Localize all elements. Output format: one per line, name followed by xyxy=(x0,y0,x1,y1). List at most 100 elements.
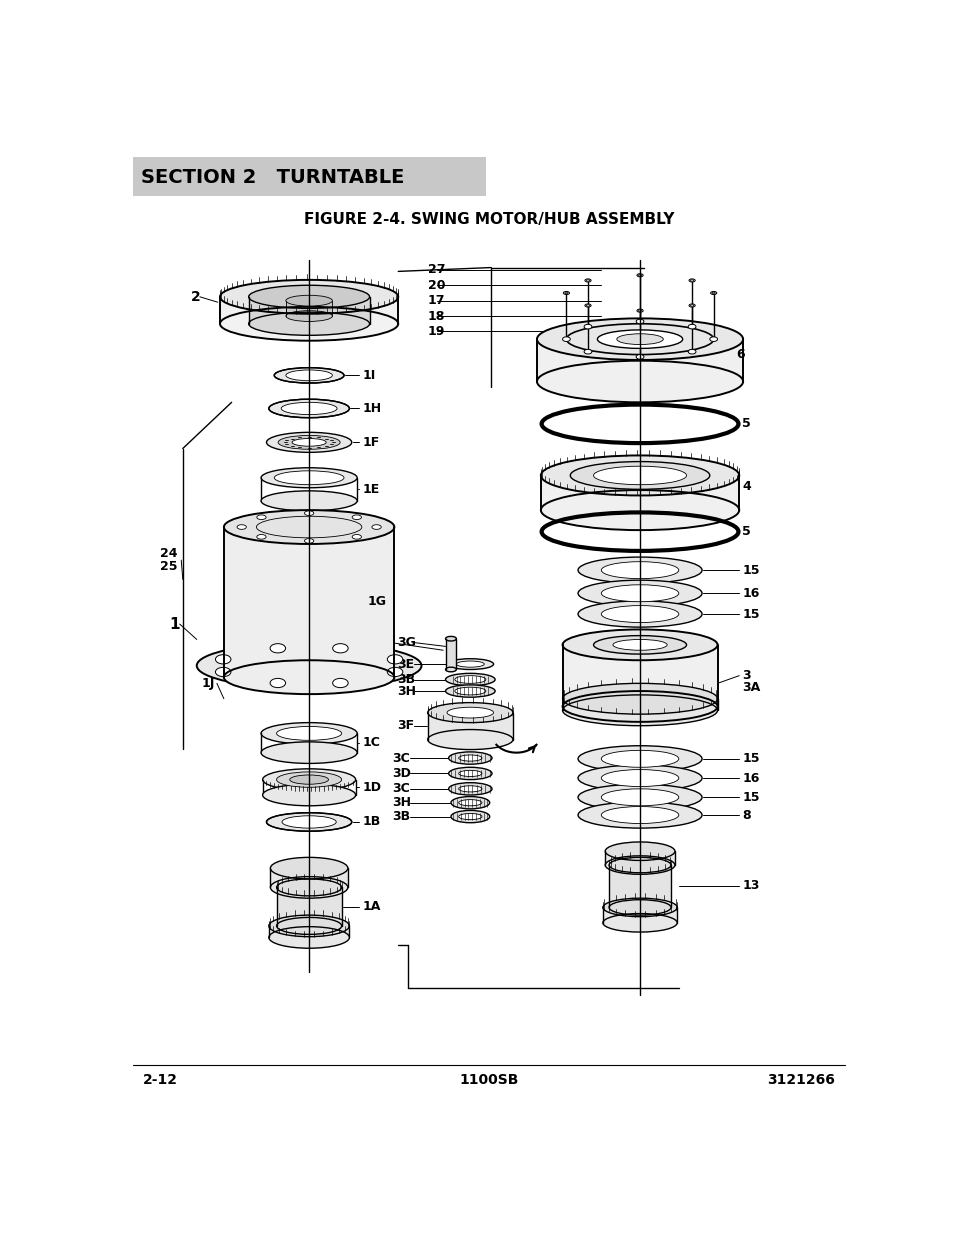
Ellipse shape xyxy=(602,898,677,916)
Ellipse shape xyxy=(617,333,662,345)
Ellipse shape xyxy=(584,304,591,308)
Text: 19: 19 xyxy=(427,325,445,338)
Ellipse shape xyxy=(274,368,344,383)
Ellipse shape xyxy=(578,580,701,606)
Text: 16: 16 xyxy=(741,587,759,600)
Ellipse shape xyxy=(562,337,570,341)
Ellipse shape xyxy=(262,784,355,805)
Polygon shape xyxy=(602,908,677,923)
Ellipse shape xyxy=(352,535,361,540)
Text: 1100SB: 1100SB xyxy=(458,1073,518,1087)
Ellipse shape xyxy=(586,305,589,306)
Text: 8: 8 xyxy=(741,809,750,821)
Ellipse shape xyxy=(427,703,513,722)
Ellipse shape xyxy=(597,330,682,348)
Text: 4: 4 xyxy=(741,480,750,494)
Ellipse shape xyxy=(451,810,489,823)
Text: 3: 3 xyxy=(741,669,750,682)
Text: 1B: 1B xyxy=(362,815,380,829)
Text: 1H: 1H xyxy=(362,401,381,415)
Ellipse shape xyxy=(266,813,352,831)
Ellipse shape xyxy=(269,399,349,417)
Ellipse shape xyxy=(261,468,356,488)
Ellipse shape xyxy=(636,319,643,324)
Ellipse shape xyxy=(688,304,695,308)
Text: 1: 1 xyxy=(169,616,179,631)
Ellipse shape xyxy=(270,678,285,688)
Ellipse shape xyxy=(427,730,513,750)
Ellipse shape xyxy=(249,285,369,309)
Ellipse shape xyxy=(578,746,701,772)
Text: 3C: 3C xyxy=(392,752,410,764)
Polygon shape xyxy=(249,296,369,324)
Ellipse shape xyxy=(562,630,717,661)
Ellipse shape xyxy=(604,856,674,874)
Ellipse shape xyxy=(637,274,642,277)
Text: 5: 5 xyxy=(741,525,750,538)
Ellipse shape xyxy=(540,456,739,495)
Ellipse shape xyxy=(270,877,348,898)
Text: 25: 25 xyxy=(159,559,177,573)
Text: 13: 13 xyxy=(741,879,759,893)
Ellipse shape xyxy=(451,797,489,809)
Ellipse shape xyxy=(562,695,717,726)
Text: 18: 18 xyxy=(427,310,445,322)
Ellipse shape xyxy=(333,678,348,688)
Ellipse shape xyxy=(387,667,402,677)
Ellipse shape xyxy=(564,293,567,294)
Ellipse shape xyxy=(455,687,485,695)
Ellipse shape xyxy=(570,462,709,489)
Text: 3H: 3H xyxy=(396,684,416,698)
Ellipse shape xyxy=(270,857,348,879)
Ellipse shape xyxy=(447,658,493,669)
Ellipse shape xyxy=(256,535,266,540)
Ellipse shape xyxy=(600,562,679,579)
Ellipse shape xyxy=(562,291,569,294)
Bar xyxy=(133,157,485,196)
Text: 20: 20 xyxy=(427,279,445,291)
Ellipse shape xyxy=(256,515,266,520)
Text: 3G: 3G xyxy=(396,636,416,650)
Ellipse shape xyxy=(290,776,328,784)
Text: 2: 2 xyxy=(191,290,200,304)
Ellipse shape xyxy=(215,655,231,664)
Ellipse shape xyxy=(690,305,693,306)
Polygon shape xyxy=(562,699,717,710)
Ellipse shape xyxy=(286,311,332,321)
Text: 1E: 1E xyxy=(362,483,379,495)
Ellipse shape xyxy=(196,642,421,689)
Ellipse shape xyxy=(276,918,341,935)
Text: FIGURE 2-4. SWING MOTOR/HUB ASSEMBLY: FIGURE 2-4. SWING MOTOR/HUB ASSEMBLY xyxy=(303,212,674,227)
Polygon shape xyxy=(562,645,717,706)
Ellipse shape xyxy=(269,915,349,936)
Ellipse shape xyxy=(458,814,481,820)
Ellipse shape xyxy=(562,692,717,721)
Ellipse shape xyxy=(600,605,679,622)
Ellipse shape xyxy=(586,279,589,282)
Ellipse shape xyxy=(269,926,349,948)
Ellipse shape xyxy=(262,769,355,790)
Ellipse shape xyxy=(593,466,686,484)
Ellipse shape xyxy=(636,354,643,359)
Ellipse shape xyxy=(445,636,456,641)
Text: 15: 15 xyxy=(741,563,759,577)
Ellipse shape xyxy=(711,293,715,294)
Ellipse shape xyxy=(604,842,674,861)
Ellipse shape xyxy=(600,789,679,805)
Polygon shape xyxy=(286,300,332,316)
Text: 1J: 1J xyxy=(201,677,214,690)
Ellipse shape xyxy=(261,742,356,763)
Ellipse shape xyxy=(387,655,402,664)
Ellipse shape xyxy=(578,784,701,810)
Ellipse shape xyxy=(709,337,717,341)
Ellipse shape xyxy=(608,857,670,873)
Ellipse shape xyxy=(352,515,361,520)
Text: 3B: 3B xyxy=(392,810,410,823)
Ellipse shape xyxy=(261,722,356,745)
Polygon shape xyxy=(608,864,670,908)
Ellipse shape xyxy=(455,676,485,683)
Text: 1G: 1G xyxy=(367,595,386,608)
Text: 3D: 3D xyxy=(392,767,411,781)
Polygon shape xyxy=(445,638,456,669)
Ellipse shape xyxy=(304,511,314,515)
